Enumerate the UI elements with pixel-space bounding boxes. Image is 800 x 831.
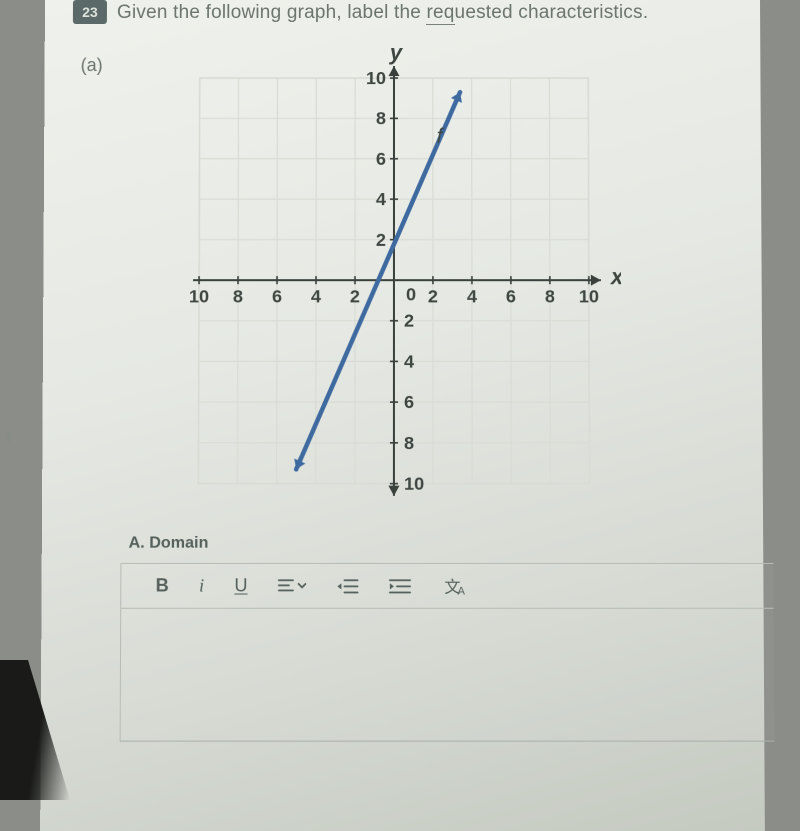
graph: 1086420246810108642246810yxf <box>158 48 622 512</box>
svg-text:4: 4 <box>467 286 477 306</box>
svg-text:10: 10 <box>579 286 599 306</box>
svg-text:6: 6 <box>272 286 282 306</box>
svg-text:2: 2 <box>428 286 438 306</box>
align-button[interactable] <box>278 578 306 594</box>
svg-text:4: 4 <box>404 351 414 371</box>
svg-text:6: 6 <box>404 392 414 412</box>
svg-text:0: 0 <box>406 284 416 304</box>
svg-text:2: 2 <box>404 311 414 331</box>
graph-svg: 1086420246810108642246810yxf <box>158 48 622 512</box>
svg-text:4: 4 <box>376 189 386 209</box>
underline-button[interactable]: U <box>234 575 247 596</box>
svg-text:6: 6 <box>376 149 386 169</box>
svg-text:2: 2 <box>350 286 360 306</box>
answer-box[interactable]: B i U <box>120 563 775 742</box>
question-number: 23 <box>82 4 98 20</box>
rich-text-toolbar: B i U <box>121 564 773 609</box>
svg-text:4: 4 <box>311 286 321 306</box>
svg-text:8: 8 <box>404 433 414 453</box>
svg-text:x: x <box>610 264 622 289</box>
svg-text:6: 6 <box>506 286 516 306</box>
svg-text:8: 8 <box>376 108 386 128</box>
svg-text:8: 8 <box>233 286 243 306</box>
question-prompt: Given the following graph, label the req… <box>117 2 648 24</box>
worksheet-page: 23 Given the following graph, label the … <box>40 0 765 831</box>
svg-text:y: y <box>389 48 404 65</box>
prev-chevron-icon[interactable]: ‹ <box>4 420 13 451</box>
section-label: A. Domain <box>129 534 209 552</box>
svg-text:A: A <box>458 585 466 596</box>
svg-text:10: 10 <box>366 68 386 88</box>
svg-text:10: 10 <box>404 473 424 493</box>
part-label: (a) <box>81 55 103 76</box>
outdent-button[interactable] <box>336 578 358 594</box>
svg-text:2: 2 <box>376 230 386 250</box>
bold-button[interactable]: B <box>156 575 169 596</box>
indent-button[interactable] <box>389 578 411 594</box>
italic-button[interactable]: i <box>199 575 204 596</box>
clear-format-button[interactable]: 文 A <box>441 576 467 596</box>
question-number-badge: 23 <box>73 0 107 24</box>
svg-text:8: 8 <box>545 286 555 306</box>
svg-text:10: 10 <box>189 286 209 306</box>
